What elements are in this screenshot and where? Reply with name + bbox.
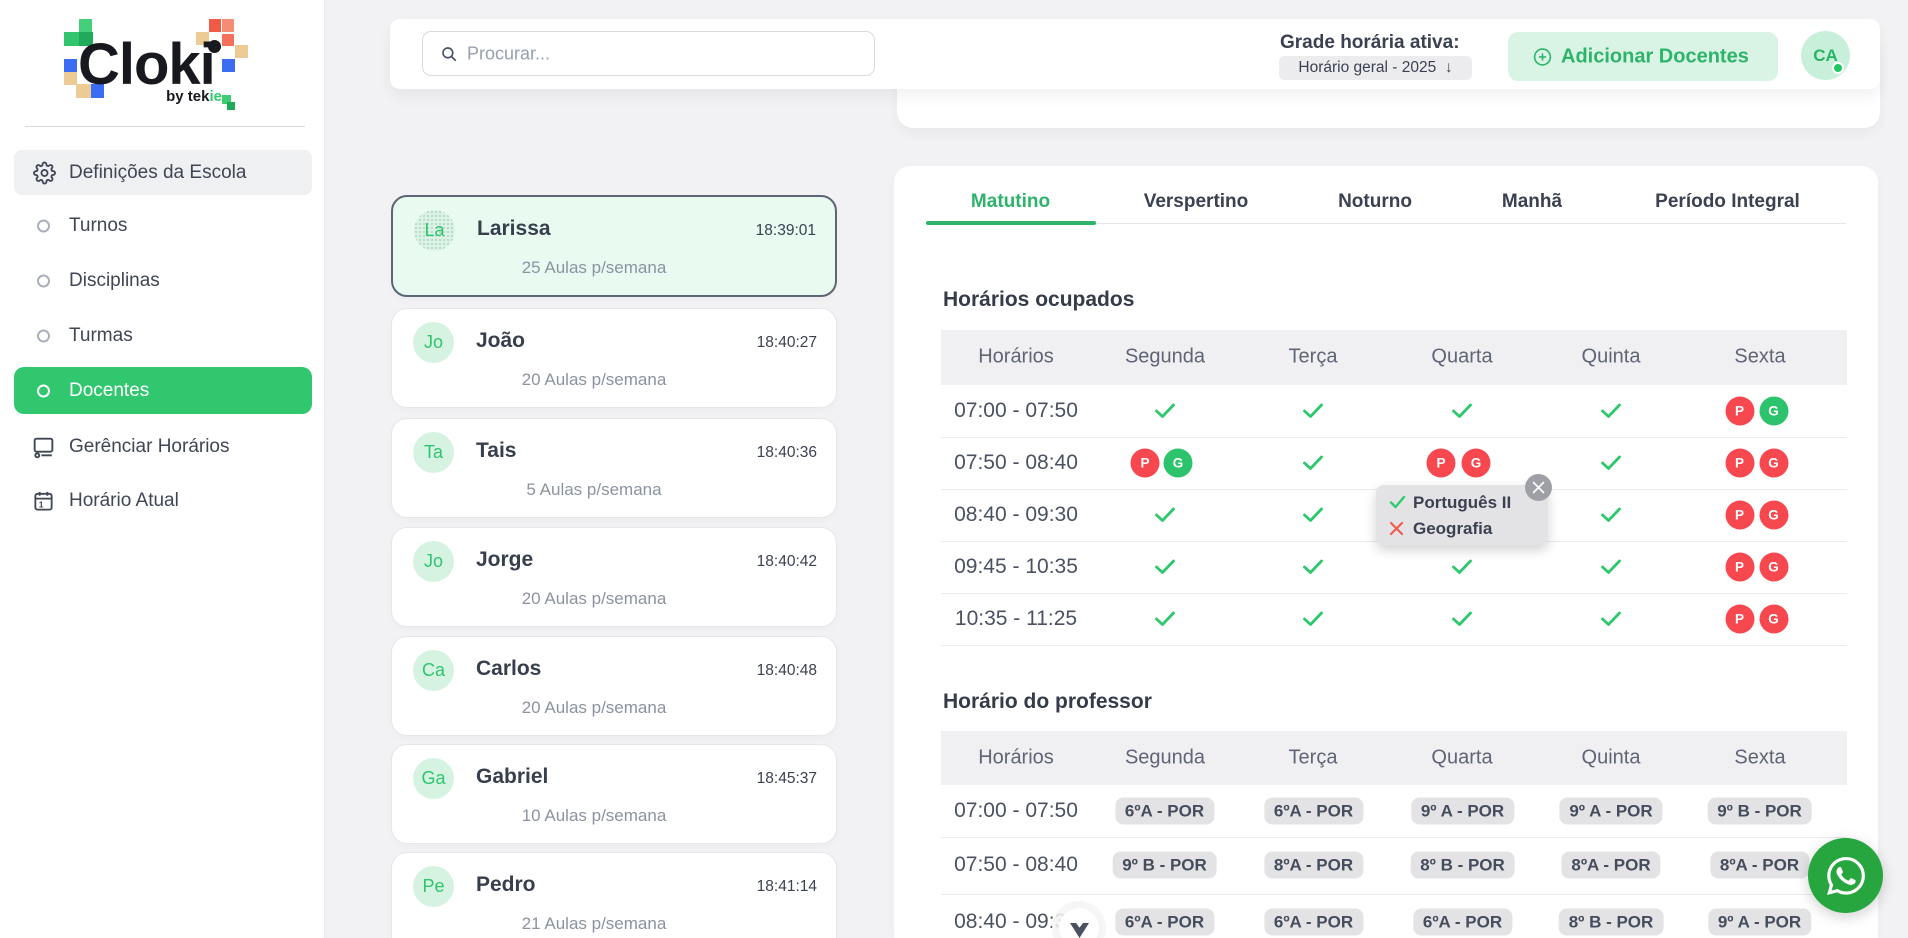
svg-text:1: 1 (39, 499, 44, 509)
